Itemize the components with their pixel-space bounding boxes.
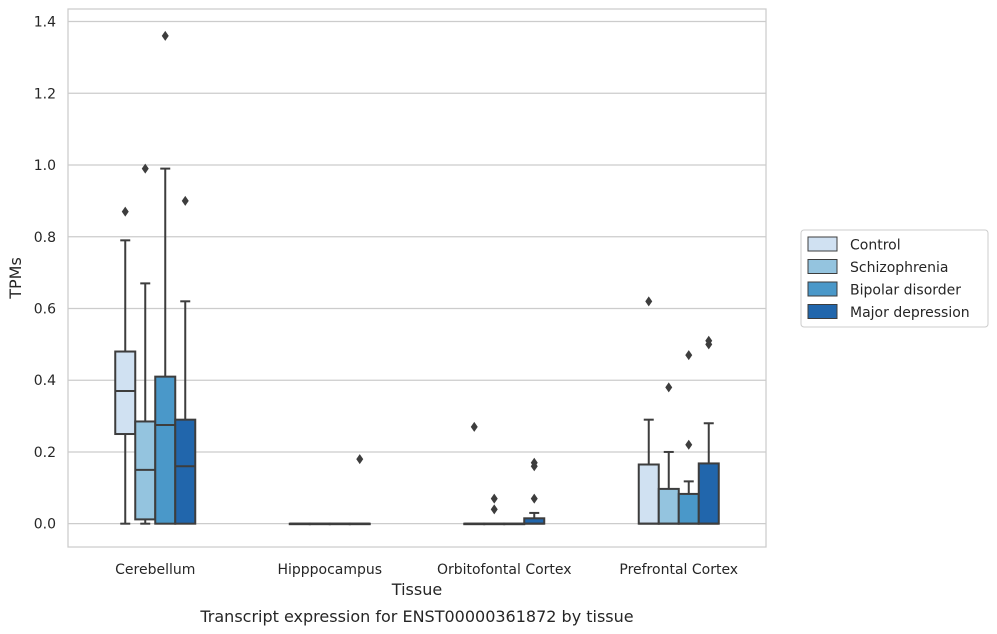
box-group — [523, 457, 546, 525]
legend-swatch — [807, 281, 838, 297]
box-group — [134, 163, 157, 525]
x-tick-label: Cerebellum — [115, 562, 195, 578]
box-group — [677, 350, 700, 525]
y-tick-label: 1.0 — [34, 158, 56, 174]
legend-swatch — [807, 304, 838, 319]
y-axis-ticks: 0.0 0.2 0.4 0.6 0.8 1.0 1.2 1.4 — [34, 15, 56, 533]
box-iqr — [697, 462, 720, 525]
legend-label: Major depression — [850, 305, 970, 321]
y-tick-label: 0.4 — [34, 373, 56, 389]
box-iqr — [657, 487, 680, 525]
y-tick-label: 0.8 — [34, 230, 56, 246]
outlier-point — [490, 504, 498, 515]
box-group — [328, 522, 351, 526]
box-group — [657, 382, 680, 525]
y-tick-label: 1.2 — [34, 86, 56, 102]
outlier-point — [685, 439, 693, 450]
outlier-point — [141, 163, 149, 174]
outlier-point — [685, 350, 693, 361]
legend-label: Bipolar disorder — [850, 283, 961, 299]
box-group — [503, 522, 526, 526]
box-iqr — [114, 350, 137, 436]
box-iqr — [174, 418, 197, 525]
box-group — [637, 296, 660, 525]
outlier-point — [470, 421, 478, 432]
outlier-point — [161, 30, 169, 41]
y-tick-label: 1.4 — [34, 15, 56, 31]
outlier-point — [490, 493, 498, 504]
outlier-point — [121, 206, 129, 217]
outlier-point — [665, 382, 673, 393]
x-axis-label: Tissue — [391, 580, 442, 599]
chart-caption: Transcript expression for ENST0000036187… — [199, 607, 633, 626]
box-iqr — [677, 492, 700, 525]
legend-frame — [800, 229, 989, 328]
legend-label: Schizophrenia — [850, 260, 948, 276]
box-iqr — [637, 463, 660, 525]
legend-label: Control — [850, 238, 901, 254]
x-tick-label: Hipppocampus — [277, 562, 382, 578]
box-group — [483, 493, 506, 526]
legend-swatch — [807, 259, 838, 274]
y-tick-label: 0.6 — [34, 301, 56, 317]
x-tick-label: Prefrontal Cortex — [619, 562, 738, 578]
outlier-point — [356, 454, 364, 465]
y-tick-label: 0.0 — [34, 517, 56, 533]
legend-swatch — [807, 236, 838, 252]
x-tick-label: Orbitofontal Cortex — [437, 562, 572, 578]
box-group — [154, 30, 177, 525]
box-iqr — [154, 375, 177, 525]
boxes — [114, 30, 720, 526]
box-group — [288, 522, 311, 526]
box-group — [114, 206, 137, 525]
outlier-point — [530, 493, 538, 504]
outlier-point — [645, 296, 653, 307]
box-group — [348, 454, 371, 526]
legend: Control Schizophrenia Bipolar disorder Majo… — [800, 229, 989, 328]
box-group — [174, 195, 197, 525]
plot-frame — [67, 8, 767, 548]
box-group — [308, 522, 331, 526]
y-tick-label: 0.2 — [34, 445, 56, 461]
x-axis-ticks: Cerebellum Hipppocampus Orbitofontal Corte… — [115, 562, 738, 578]
box-group — [463, 421, 486, 526]
outlier-point — [181, 195, 189, 206]
outlier-point — [705, 335, 713, 346]
y-axis-label: TPMs — [6, 257, 25, 300]
box-group — [697, 335, 720, 525]
outlier-point — [530, 457, 538, 468]
